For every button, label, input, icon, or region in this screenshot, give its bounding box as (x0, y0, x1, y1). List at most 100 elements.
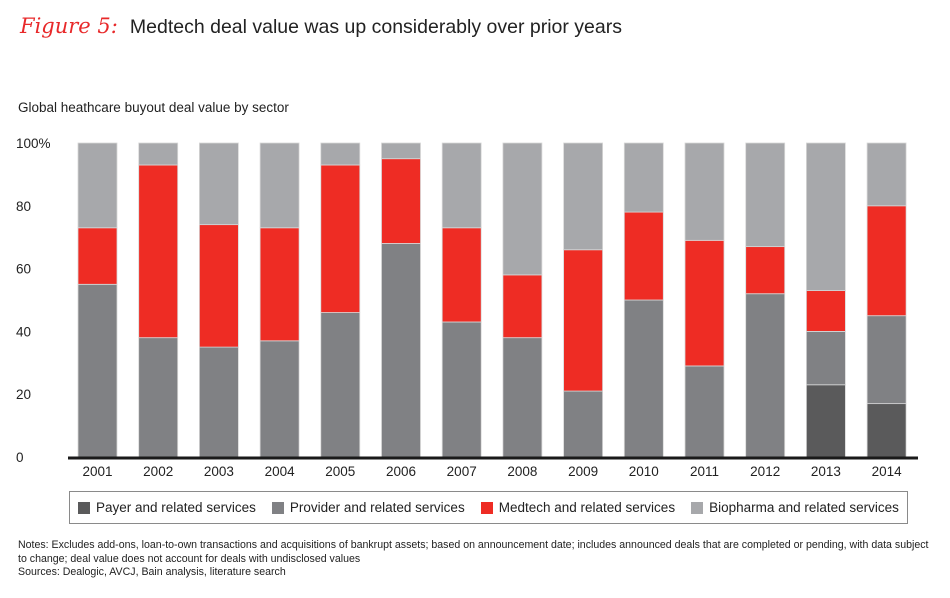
bar-stack-2009 (563, 142, 603, 458)
bar-stack-2007 (441, 142, 482, 458)
legend-label: Medtech and related services (498, 500, 676, 515)
bar-segment-medtech-2002 (138, 164, 179, 339)
bar-stack-2004 (259, 142, 300, 458)
legend-item: Provider and related services (271, 500, 465, 515)
bar-stack-2013 (806, 142, 846, 458)
y-tick-label: 40 (16, 324, 31, 339)
bar-segment-medtech-2014 (866, 205, 907, 317)
bar-segment-medtech-2004 (259, 227, 300, 342)
bar-stack-2008 (502, 142, 543, 458)
bar-segment-medtech-2005 (320, 164, 361, 313)
bar-segment-biopharma-2001 (77, 142, 118, 229)
x-tick-label: 2011 (690, 464, 719, 479)
bar-stack-2005 (320, 142, 361, 458)
bar-segment-biopharma-2013 (806, 142, 846, 291)
bar-segment-provider-2008 (502, 337, 543, 458)
bar-segment-medtech-2007 (441, 227, 482, 323)
bar-segment-medtech-2001 (77, 227, 118, 285)
bar-segment-provider-2006 (381, 243, 421, 458)
legend-item: Payer and related services (78, 500, 256, 515)
x-tick-label: 2009 (568, 464, 598, 479)
bar-segment-biopharma-2002 (138, 142, 179, 166)
legend-swatch (480, 501, 493, 514)
notes-block: Notes: Excludes add-ons, loan-to-own tra… (18, 539, 938, 580)
y-tick-label: 80 (16, 199, 31, 214)
bar-segment-provider-2007 (441, 321, 482, 458)
bar-segment-provider-2009 (563, 390, 603, 458)
legend-swatch (271, 501, 284, 514)
x-tick-label: 2008 (507, 464, 537, 479)
bar-segment-medtech-2006 (381, 158, 421, 244)
bar-segment-biopharma-2005 (320, 142, 361, 166)
bar-segment-provider-2002 (138, 337, 179, 458)
title-text: Medtech deal value was up considerably o… (129, 16, 622, 38)
bar-segment-provider-2010 (623, 299, 664, 458)
bar-stack-2011 (684, 142, 725, 458)
bar-segment-medtech-2010 (623, 211, 664, 301)
x-tick-label: 2001 (82, 464, 112, 479)
bar-segment-biopharma-2010 (623, 142, 664, 213)
legend-label: Payer and related services (96, 500, 256, 515)
y-tick-label: 100% (16, 136, 51, 151)
x-tick-label: 2013 (811, 464, 841, 479)
bar-stack-2012 (745, 142, 786, 458)
legend-item: Biopharma and related services (691, 500, 899, 515)
bar-segment-provider-2013 (806, 330, 846, 386)
bar-segment-medtech-2009 (563, 249, 603, 392)
sources-text: Sources: Dealogic, AVCJ, Bain analysis, … (18, 566, 286, 578)
y-axis: 0 20 40 60 80 100% (16, 136, 51, 465)
bar-segment-payer-2014 (866, 403, 907, 458)
bar-segment-medtech-2003 (198, 224, 239, 348)
x-axis: 2001 2002 2003 2004 2005 2006 2007 2008 2009 2010… (82, 464, 902, 479)
bar-segment-biopharma-2004 (259, 142, 300, 229)
x-tick-label: 2010 (629, 464, 659, 479)
bar-segment-biopharma-2007 (441, 142, 482, 229)
figure-title: Figure 5: Medtech deal value was up cons… (20, 14, 622, 39)
bar-stack-2006 (381, 142, 421, 458)
figure-label: Figure 5: (20, 14, 118, 38)
legend-label: Biopharma and related services (709, 500, 899, 515)
bar-segment-biopharma-2003 (198, 142, 239, 226)
x-tick-label: 2007 (447, 464, 477, 479)
bar-segment-biopharma-2006 (381, 142, 421, 160)
bar-segment-biopharma-2014 (866, 142, 907, 207)
bar-segment-medtech-2013 (806, 290, 846, 332)
x-tick-label: 2006 (386, 464, 416, 479)
bars (77, 142, 907, 458)
bar-segment-biopharma-2008 (502, 142, 543, 276)
bar-segment-payer-2013 (806, 384, 846, 458)
bar-stack-2002 (138, 142, 179, 458)
legend-swatch (78, 501, 90, 514)
bar-segment-biopharma-2011 (684, 142, 725, 241)
bar-segment-medtech-2011 (684, 239, 725, 367)
bar-segment-provider-2005 (320, 312, 361, 458)
legend-swatch (691, 501, 704, 514)
bar-stack-2010 (623, 142, 664, 458)
bar-segment-medtech-2008 (502, 274, 543, 339)
bar-segment-medtech-2012 (745, 246, 786, 295)
bar-stack-2003 (198, 142, 239, 458)
x-tick-label: 2003 (204, 464, 234, 479)
bar-segment-provider-2011 (684, 365, 725, 458)
bar-segment-provider-2004 (259, 340, 300, 458)
bar-segment-provider-2003 (198, 346, 239, 458)
bar-segment-biopharma-2009 (563, 142, 603, 251)
legend-item: Medtech and related services (480, 500, 676, 515)
bar-stack-2001 (77, 142, 118, 458)
legend-label: Provider and related services (289, 500, 465, 515)
x-tick-label: 2002 (143, 464, 173, 479)
bar-segment-provider-2012 (745, 293, 786, 458)
x-tick-label: 2004 (265, 464, 296, 479)
x-tick-label: 2012 (750, 464, 780, 479)
y-tick-label: 60 (16, 262, 31, 277)
chart-subtitle: Global heathcare buyout deal value by se… (18, 100, 289, 115)
notes-text: Notes: Excludes add-ons, loan-to-own tra… (18, 539, 929, 565)
y-tick-label: 20 (16, 387, 31, 402)
x-tick-label: 2005 (325, 464, 355, 479)
legend: Payer and related services Provider and r… (69, 491, 908, 524)
bar-segment-biopharma-2012 (745, 142, 786, 248)
bar-stack-2014 (866, 142, 907, 458)
bar-segment-provider-2014 (866, 315, 907, 405)
y-tick-label: 0 (16, 450, 24, 465)
